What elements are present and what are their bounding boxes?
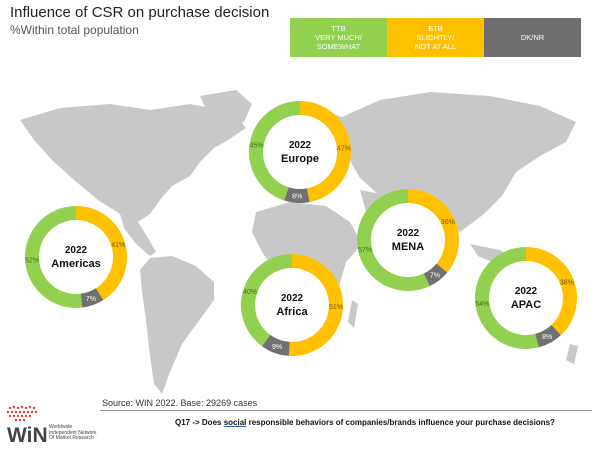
segment-ttb-label: 54% [475,301,489,308]
region-year: 2022 [281,293,304,304]
footer-divider [100,410,592,411]
region-name: MENA [392,241,424,253]
source-note: Source: WIN 2022. Base: 29269 cases [102,398,258,408]
legend-ttb-label: TTB VERY MUCH/ SOMEWHAT [315,24,362,51]
segment-ttb [249,101,301,201]
legend-btb: BTB SLIGHTLY/ NOT AT ALL [387,18,484,57]
segment-ttb-label: 40% [243,289,257,296]
donut-backdrop [25,206,127,308]
legend-ttb: TTB VERY MUCH/ SOMEWHAT [290,18,387,57]
region-name: Americas [51,258,101,270]
donut-europe: 47% 8% 45% 2022 Europe [249,101,351,203]
segment-btb-label: 38% [560,279,574,286]
segment-dk [80,288,104,308]
region-year: 2022 [397,228,420,239]
segment-dk [423,263,448,287]
donut-americas: 41% 7% 52% 2022 Americas [25,206,127,308]
logo-subtitle: Worldwide Independent Network Of Market … [49,424,97,441]
segment-btb-label: 41% [111,242,125,249]
segment-dk-label: 9% [272,344,282,351]
segment-dk [534,324,561,348]
segment-btb [525,247,577,336]
segment-btb [299,101,351,203]
region-year: 2022 [515,286,538,297]
segment-dk [262,334,291,356]
question-pre: Q17 -> Does [175,418,224,427]
donut-backdrop [475,247,577,349]
chart-subtitle: %Within total population [10,23,139,37]
donut-backdrop [357,189,459,291]
segment-ttb-label: 45% [250,143,264,150]
donut-mena: 36% 7% 57% 2022 MENA [357,189,459,291]
donut-africa: 51% 9% 40% 2022 Africa [241,254,343,356]
legend-dk: DK/NR [484,18,581,57]
segment-ttb-label: 52% [25,257,39,264]
segment-ttb-label: 57% [358,247,372,254]
segment-dk [284,187,310,203]
region-year: 2022 [65,245,88,256]
segment-ttb [241,254,293,347]
question-post: responsible behaviors of companies/brand… [246,418,555,427]
win-logo-icon [6,405,38,422]
survey-question: Q17 -> Does social responsible behaviors… [175,418,555,427]
logo-wordmark: WiN [7,424,48,447]
legend-btb-label: BTB SLIGHTLY/ NOT AT ALL [414,24,457,51]
region-year: 2022 [289,140,312,151]
segment-btb-label: 51% [329,304,343,311]
region-name: APAC [511,299,541,311]
segment-btb [407,189,459,273]
region-name: Europe [281,153,319,165]
segment-ttb [357,189,430,291]
region-name: Africa [276,306,308,318]
segment-dk-label: 8% [292,193,302,200]
segment-btb-label: 36% [441,219,455,226]
question-underlined: social [223,418,247,427]
segment-ttb [475,247,539,349]
segment-dk-label: 8% [542,334,552,341]
segment-dk-label: 7% [86,296,96,303]
segment-btb [75,206,127,301]
donut-apac: 38% 8% 54% 2022 APAC [475,247,577,349]
legend-dk-label: DK/NR [520,33,545,42]
donut-backdrop [249,101,351,203]
chart-title: Influence of CSR on purchase decision [10,4,270,21]
segment-dk-label: 7% [430,272,440,279]
segment-btb [288,254,343,356]
segment-btb-label: 47% [337,145,351,152]
donut-backdrop [241,254,343,356]
segment-ttb [25,206,83,308]
